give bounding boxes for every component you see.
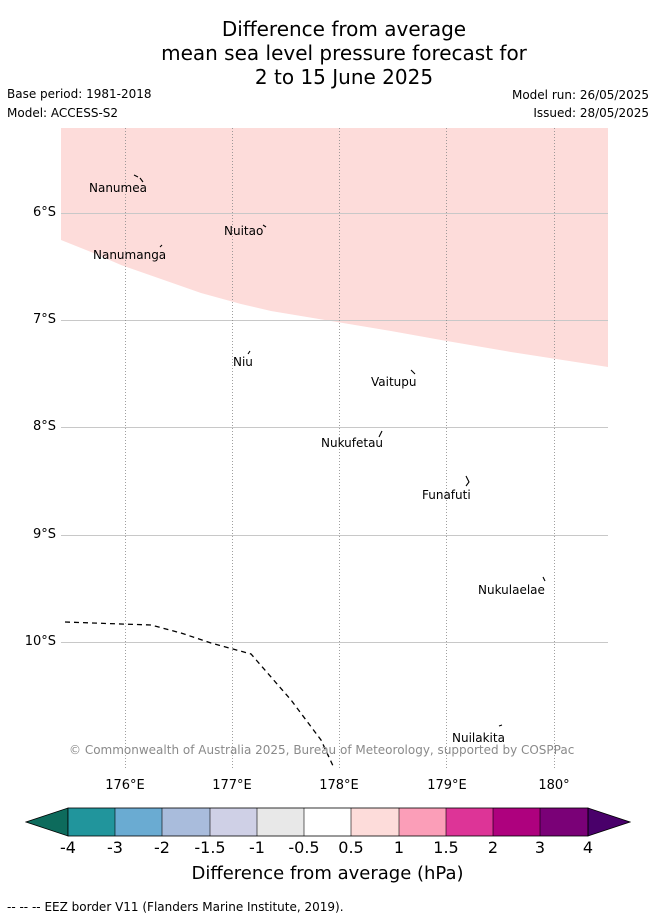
title-line-2: mean sea level pressure forecast for bbox=[161, 41, 527, 65]
colorbar-tick-label: -2 bbox=[154, 838, 170, 857]
eez-legend: -- -- -- EEZ border V11 (Flanders Marine… bbox=[7, 900, 344, 914]
colorbar-high-extension bbox=[587, 807, 631, 837]
issued-date: Issued: 28/05/2025 bbox=[533, 106, 649, 120]
copyright-notice: © Commonwealth of Australia 2025, Bureau… bbox=[69, 743, 575, 757]
colorbar-title: Difference from average (hPa) bbox=[191, 863, 464, 884]
model-run: Model run: 26/05/2025 bbox=[511, 88, 649, 102]
lat-tick-label: 9°S bbox=[32, 527, 56, 542]
colorbar-outline bbox=[67, 807, 589, 837]
colorbar-tick-label: 3 bbox=[534, 838, 546, 857]
colorbar-tick-label: -4 bbox=[60, 838, 76, 857]
lon-tick-label: 177°E bbox=[212, 778, 252, 793]
island-shape-niu bbox=[247, 350, 251, 355]
colorbar-tick-label: 1 bbox=[393, 838, 405, 857]
colorbar-tick-label: 0.5 bbox=[338, 838, 364, 857]
colorbar-swatch bbox=[115, 808, 162, 836]
colorbar-swatch bbox=[210, 808, 257, 836]
colorbar-swatch bbox=[399, 808, 446, 836]
map-title: Difference from average mean sea level p… bbox=[0, 17, 655, 89]
lon-tick-label: 178°E bbox=[319, 778, 359, 793]
island-shape-nukufetau bbox=[378, 430, 383, 438]
island-shape-nanumanga bbox=[159, 244, 163, 248]
island-label-funafuti: Funafuti bbox=[422, 488, 471, 502]
title-line-3: 2 to 15 June 2025 bbox=[254, 65, 434, 89]
island-shape-nuilakita bbox=[498, 724, 503, 727]
colorbar-tick-label: 4 bbox=[582, 838, 594, 857]
island-shapes bbox=[133, 174, 546, 727]
colorbar-swatch bbox=[446, 808, 493, 836]
colorbar-swatch bbox=[162, 808, 210, 836]
latitude-gridlines bbox=[61, 213, 608, 643]
colorbar-tick-label: -1.5 bbox=[194, 838, 226, 857]
lat-tick-label: 6°S bbox=[32, 205, 56, 220]
island-shape-vaitupu bbox=[410, 369, 416, 375]
lat-tick-label: 7°S bbox=[32, 312, 56, 327]
eez-legend-label: EEZ border V11 (Flanders Marine Institut… bbox=[44, 900, 344, 914]
colorbar-swatch bbox=[493, 808, 540, 836]
model-name: Model: ACCESS-S2 bbox=[7, 106, 119, 120]
colorbar-swatch bbox=[540, 808, 588, 836]
dashed-line-icon: -- -- -- bbox=[7, 900, 41, 914]
island-label-nanumea: Nanumea bbox=[89, 181, 147, 195]
island-label-nuilakita: Nuilakita bbox=[452, 731, 505, 745]
island-label-nanumanga: Nanumanga bbox=[93, 248, 167, 262]
colorbar-tick-label: -3 bbox=[107, 838, 123, 857]
positive-anomaly-area bbox=[61, 128, 608, 367]
map-canvas bbox=[61, 128, 608, 770]
base-period: Base period: 1981-2018 bbox=[7, 87, 152, 101]
lon-tick-label: 176°E bbox=[105, 778, 145, 793]
island-shape-nanumea bbox=[133, 174, 144, 183]
colorbar-dividers bbox=[114, 808, 541, 836]
lon-tick-label: 179°E bbox=[427, 778, 467, 793]
lat-tick-label: 10°S bbox=[24, 634, 56, 649]
island-shape-funafuti bbox=[465, 475, 470, 487]
colorbar-tick-label: 2 bbox=[487, 838, 499, 857]
colorbar-tick-label: 1.5 bbox=[433, 838, 459, 857]
map-panel bbox=[61, 128, 608, 770]
colorbar-tick-label: -1 bbox=[249, 838, 265, 857]
island-label-niu: Niu bbox=[233, 355, 253, 369]
island-label-nuitao: Nuitao bbox=[224, 224, 264, 238]
colorbar bbox=[25, 807, 631, 837]
lat-tick-label: 8°S bbox=[32, 419, 56, 434]
island-label-nukulaelae: Nukulaelae bbox=[478, 583, 545, 597]
colorbar-low-extension bbox=[25, 807, 69, 837]
island-label-nukufetau: Nukufetau bbox=[321, 436, 384, 450]
colorbar-swatch bbox=[351, 808, 399, 836]
colorbar-swatch bbox=[68, 808, 115, 836]
island-label-vaitupu: Vaitupu bbox=[371, 375, 417, 389]
colorbar-swatch bbox=[257, 808, 304, 836]
island-shape-nukulaelae bbox=[542, 576, 546, 582]
longitude-gridlines bbox=[125, 128, 555, 770]
eez-border bbox=[64, 621, 335, 769]
lon-tick-label: 180° bbox=[538, 778, 570, 793]
colorbar-tick-label: -0.5 bbox=[288, 838, 320, 857]
colorbar-swatch bbox=[304, 808, 351, 836]
title-line-1: Difference from average bbox=[221, 17, 467, 41]
island-shape-nuitao bbox=[262, 224, 267, 228]
